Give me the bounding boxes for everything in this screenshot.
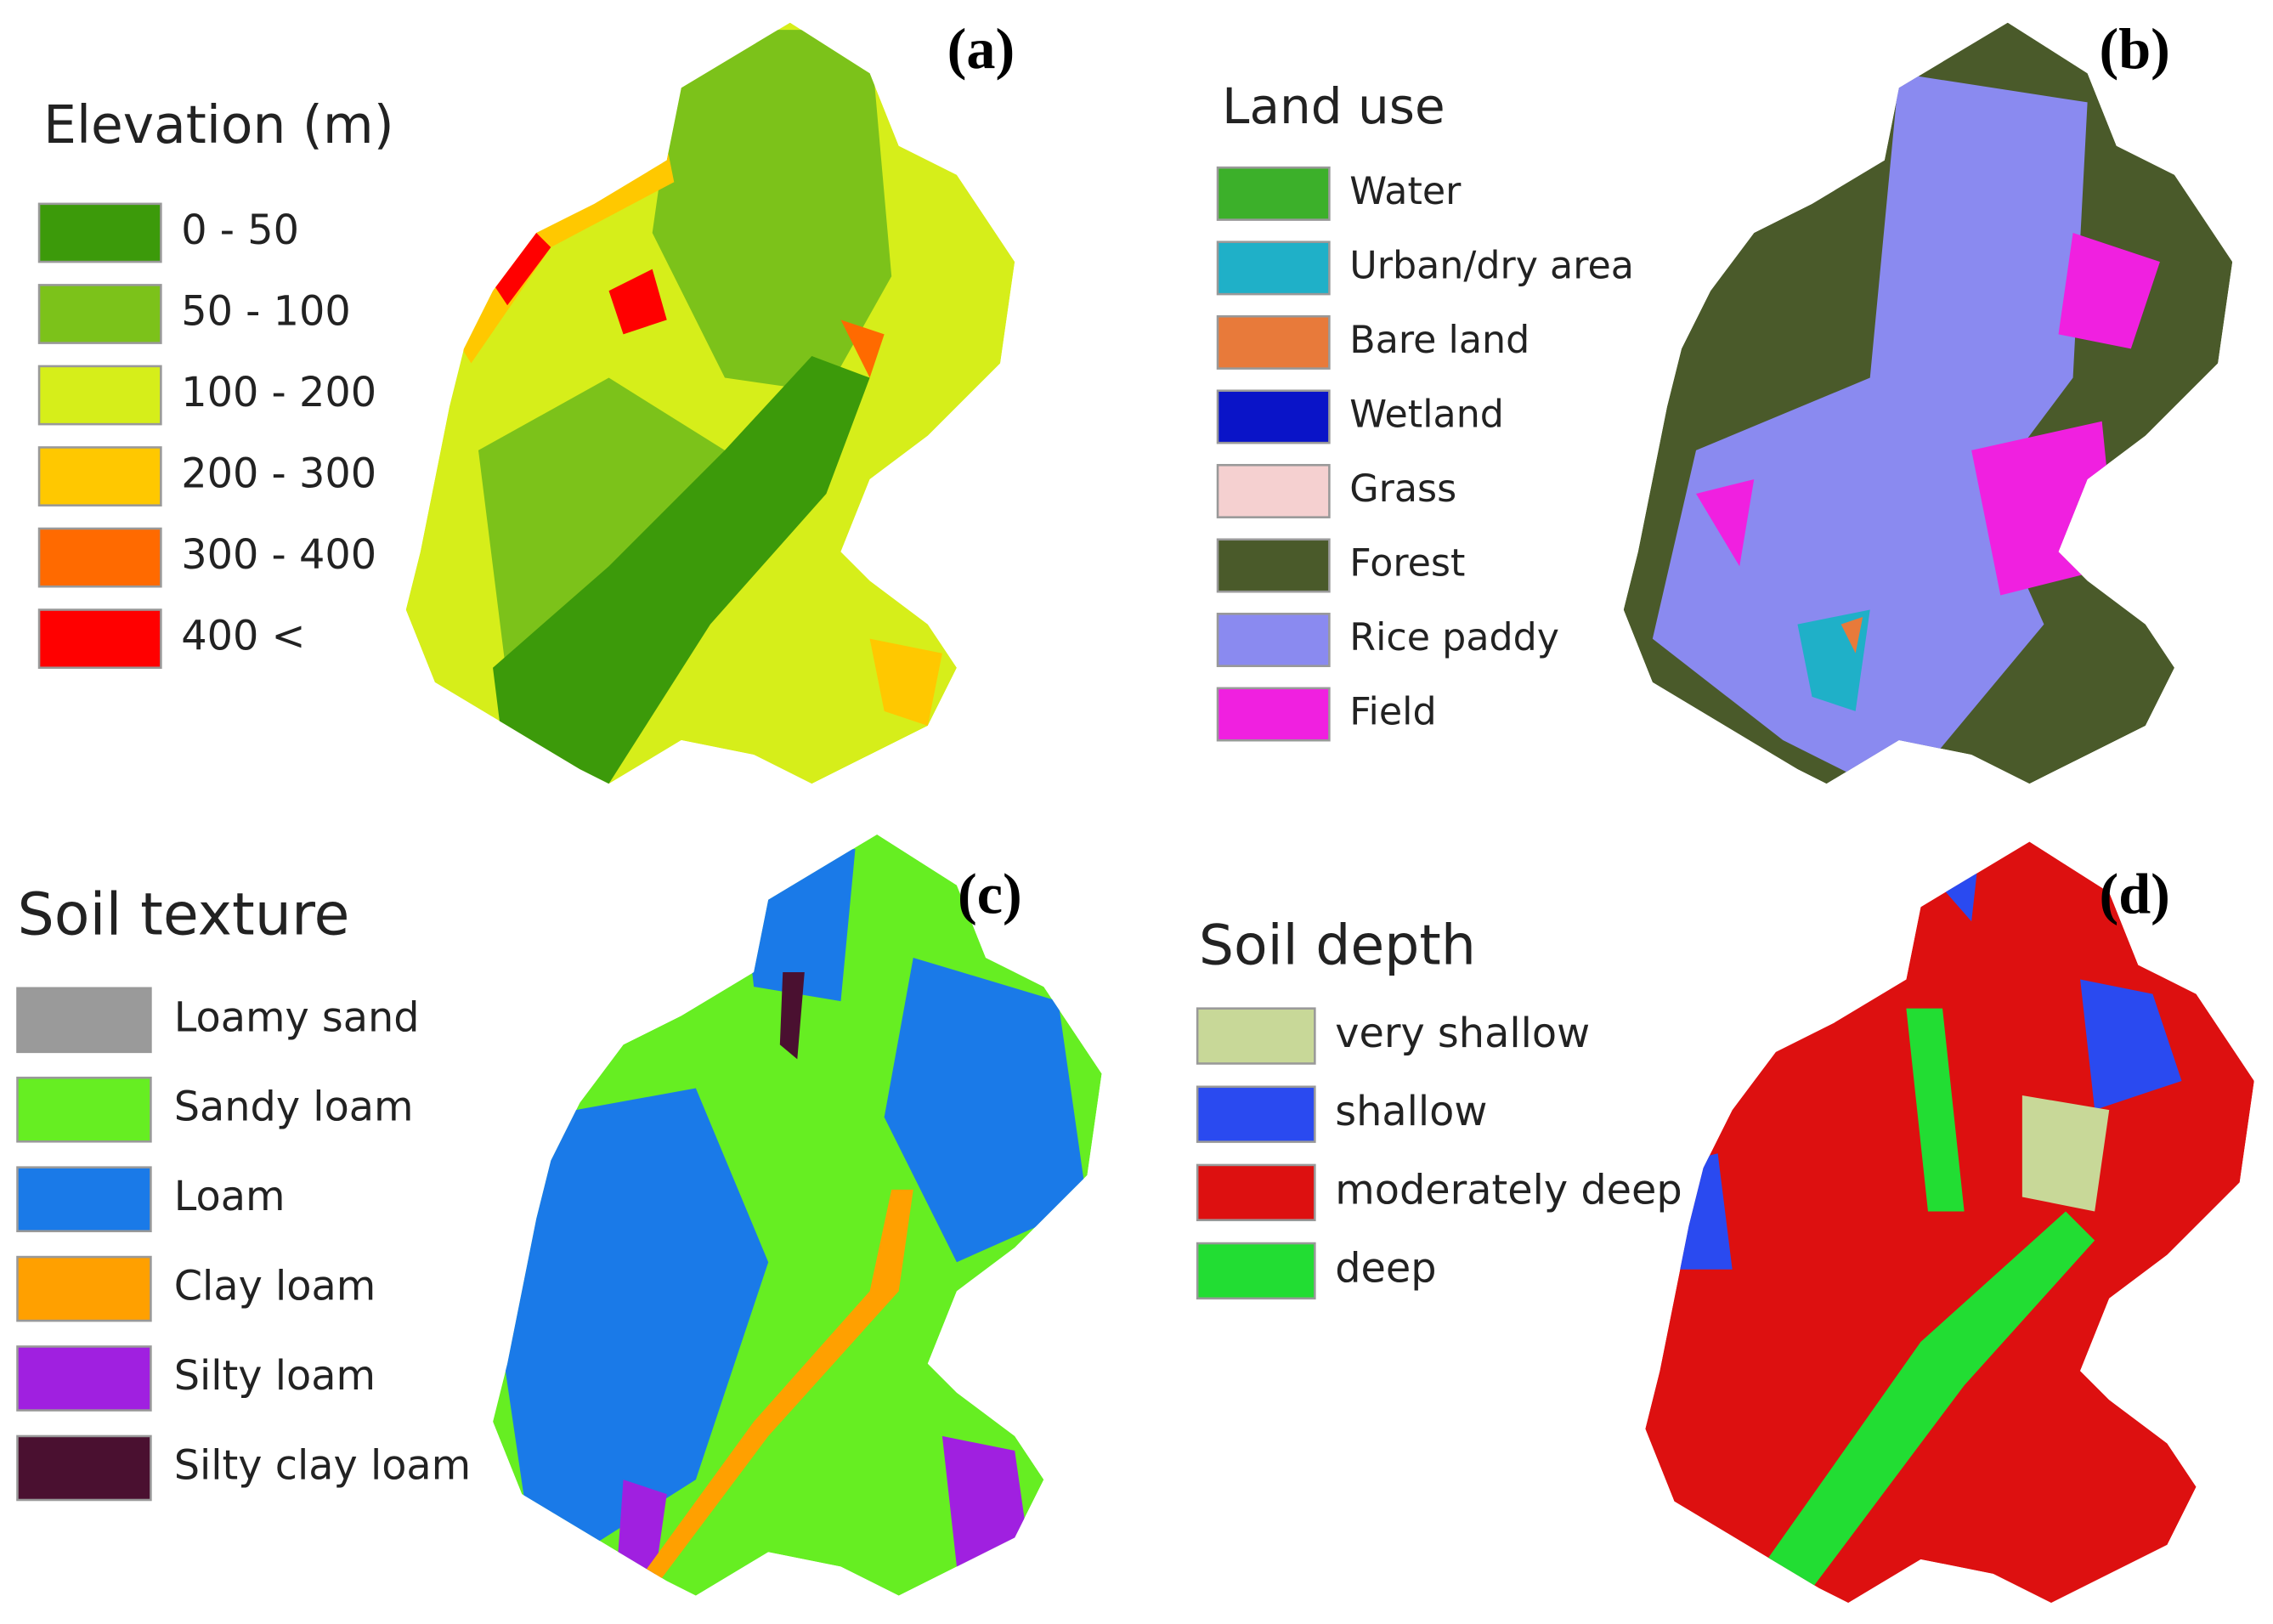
panel-label: (d) [2099, 861, 2169, 925]
map-region [493, 355, 870, 784]
legend-swatch [1196, 1163, 1316, 1222]
map-region [637, 1189, 913, 1582]
legend-swatch [37, 527, 162, 588]
legend-swatch [1216, 463, 1331, 518]
legend-label: Silty clay loam [174, 1442, 471, 1489]
legend-swatch [1216, 240, 1331, 296]
legend-title: Land use [1222, 77, 1445, 135]
map-base [1645, 841, 2254, 1604]
legend-swatch [37, 202, 162, 263]
legend-label: 100 - 200 [181, 370, 376, 416]
watershed-map [1623, 22, 2233, 784]
map-region [434, 145, 675, 364]
legend-swatch [37, 284, 162, 344]
legend-swatch [1196, 1007, 1316, 1065]
legend-swatch [16, 1166, 152, 1232]
legend-label: Field [1349, 691, 1436, 734]
legend-label: very shallow [1335, 1010, 1590, 1057]
panel [1645, 841, 2254, 1604]
legend-label: 200 - 300 [181, 451, 376, 498]
watershed-map [493, 834, 1102, 1596]
map-region [616, 1480, 667, 1596]
legend-title: Soil texture [17, 881, 349, 948]
legend-swatch [1216, 389, 1331, 444]
legend-label: Urban/dry area [1349, 244, 1634, 287]
map-region [869, 638, 942, 726]
legend-swatch [16, 1345, 152, 1412]
panel [1623, 22, 2233, 784]
legend-swatch [16, 1434, 152, 1502]
legend-swatch [1216, 687, 1331, 742]
map-region [1906, 1008, 1965, 1212]
panel [493, 834, 1102, 1596]
map-region [2058, 232, 2160, 349]
legend-swatch [1216, 538, 1331, 593]
legend-label: Wetland [1349, 393, 1504, 436]
legend-label: 0 - 50 [181, 207, 299, 254]
legend-label: Clay loam [174, 1264, 376, 1310]
legend-swatch [37, 446, 162, 506]
legend-swatch [1216, 613, 1331, 667]
legend-swatch [1196, 1242, 1316, 1300]
map-region [941, 1435, 1030, 1567]
legend-label: Silty loam [174, 1353, 376, 1400]
legend-label: Rice paddy [1349, 616, 1559, 659]
legend-label: Sandy loam [174, 1084, 414, 1131]
legend-swatch [16, 987, 152, 1054]
legend-swatch [16, 1076, 152, 1143]
panel-label: (a) [947, 16, 1015, 81]
legend-title: Elevation (m) [43, 95, 393, 156]
legend-label: moderately deep [1335, 1167, 1682, 1214]
legend-label: 400 < [181, 614, 305, 660]
legend-swatch [16, 1255, 152, 1322]
panel-label: (b) [2099, 16, 2169, 81]
legend-label: Loam [174, 1174, 286, 1220]
legend-label: 300 - 400 [181, 532, 376, 579]
panel [405, 22, 1015, 784]
map-region [500, 1088, 769, 1582]
legend-label: Loamy sand [174, 994, 420, 1041]
map-region [1840, 617, 1863, 654]
legend-swatch [37, 365, 162, 426]
legend-swatch [1196, 1085, 1316, 1143]
legend-label: Bare land [1349, 319, 1529, 362]
legend-swatch [1216, 314, 1331, 370]
map-region [1696, 478, 1755, 567]
map-region [2080, 979, 2182, 1111]
watershed-map [405, 22, 1015, 784]
legend-label: Grass [1349, 467, 1456, 511]
map-region [1652, 73, 2088, 784]
legend-title: Soil depth [1199, 914, 1476, 977]
map-region [840, 320, 885, 378]
legend-label: shallow [1335, 1089, 1487, 1135]
legend-swatch [1216, 166, 1331, 221]
legend-swatch [37, 608, 162, 670]
legend-label: 50 - 100 [181, 288, 351, 335]
map-region [652, 30, 892, 393]
panel-label: (c) [958, 861, 1022, 925]
map-region [478, 377, 725, 682]
legend-label: Water [1349, 170, 1462, 213]
map-region [779, 972, 805, 1060]
legend-label: Forest [1349, 541, 1465, 585]
map-region [608, 269, 667, 335]
map-region [884, 957, 1088, 1263]
map-region [2021, 1095, 2110, 1212]
legend-label: deep [1335, 1245, 1436, 1292]
map-region [1746, 1211, 2095, 1589]
watershed-map [1645, 841, 2254, 1604]
